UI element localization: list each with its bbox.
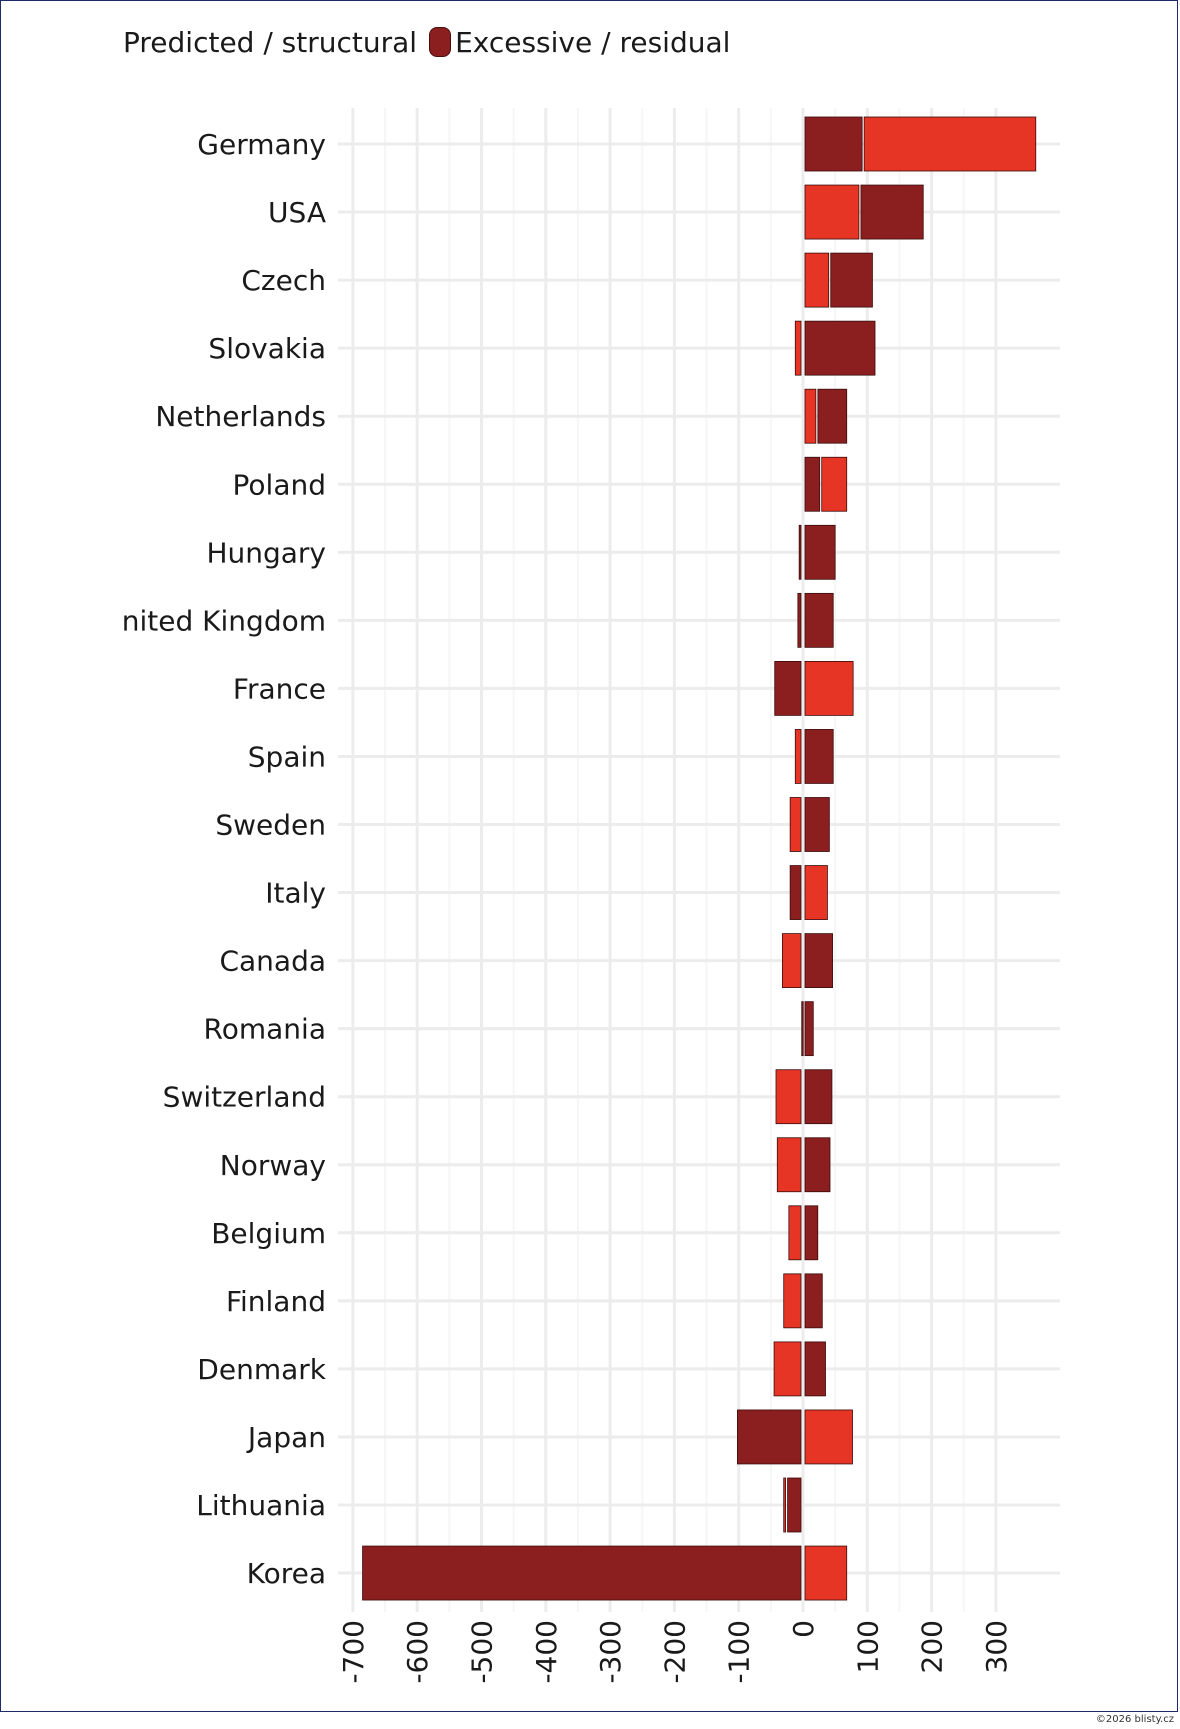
bar-segment bbox=[804, 1069, 833, 1125]
bar-segment bbox=[860, 184, 924, 240]
bar-segment bbox=[804, 388, 817, 444]
category-label: Germany bbox=[197, 128, 326, 161]
category-label: France bbox=[233, 672, 326, 705]
category-label: Sweden bbox=[215, 809, 326, 842]
bar-segment bbox=[804, 865, 828, 920]
bar-segment bbox=[783, 1477, 786, 1533]
category-label: Denmark bbox=[197, 1353, 326, 1386]
bar-segment bbox=[830, 252, 873, 308]
bar-segment bbox=[817, 388, 848, 444]
category-label: Belgium bbox=[211, 1217, 326, 1250]
category-label: Italy bbox=[265, 877, 326, 910]
category-label: Netherlands bbox=[155, 400, 326, 433]
category-label: Hungary bbox=[206, 536, 326, 569]
bar-segment bbox=[782, 933, 802, 988]
legend: Predicted / structural Excessive / resid… bbox=[123, 22, 730, 62]
x-tick-label: 200 bbox=[916, 1620, 949, 1673]
category-label: Japan bbox=[246, 1421, 326, 1454]
bar-segment bbox=[804, 933, 833, 988]
bar-segment bbox=[788, 1205, 802, 1261]
bar-segment bbox=[804, 320, 876, 376]
bar-segment bbox=[737, 1409, 802, 1465]
x-tick-label: 300 bbox=[980, 1620, 1013, 1673]
bar-segment bbox=[863, 116, 1037, 172]
x-tick-label: -200 bbox=[658, 1620, 691, 1684]
bar-segment bbox=[804, 592, 834, 648]
x-tick-label: -700 bbox=[337, 1620, 370, 1684]
bar-segment bbox=[804, 661, 854, 716]
category-label: Canada bbox=[219, 945, 326, 978]
bar-segment bbox=[804, 1409, 853, 1465]
bar-segment bbox=[783, 1273, 802, 1329]
bar-segment bbox=[789, 797, 802, 852]
credit-text: ©2026 blisty.cz bbox=[1095, 1714, 1174, 1725]
bar-segment bbox=[773, 1341, 802, 1397]
bar-segment bbox=[789, 865, 802, 920]
bar-segment bbox=[774, 661, 802, 716]
bar-segment bbox=[775, 1069, 802, 1125]
bar-segment bbox=[804, 1001, 814, 1057]
bar-segment bbox=[804, 1273, 823, 1329]
bar-segment bbox=[797, 592, 802, 648]
category-label: Finland bbox=[226, 1285, 326, 1318]
bar-segment bbox=[804, 184, 860, 240]
bar-segment bbox=[794, 729, 802, 784]
x-tick-label: -400 bbox=[530, 1620, 563, 1684]
legend-swatch-excessive bbox=[429, 27, 452, 57]
bar-segment bbox=[821, 456, 848, 512]
bar-segment bbox=[804, 456, 821, 512]
bar-segment bbox=[804, 1341, 826, 1397]
x-tick-label: 100 bbox=[851, 1620, 884, 1673]
x-tick-label: -100 bbox=[723, 1620, 756, 1684]
bar-segment bbox=[798, 524, 802, 580]
category-label: Switzerland bbox=[163, 1081, 326, 1114]
bar-segment bbox=[804, 1545, 848, 1601]
category-label: USA bbox=[268, 196, 326, 229]
bar-segment bbox=[804, 1137, 831, 1193]
x-tick-label: -300 bbox=[594, 1620, 627, 1684]
category-label: Slovakia bbox=[208, 332, 326, 365]
bar-segment bbox=[804, 116, 863, 172]
legend-label-excessive: Excessive / residual bbox=[455, 25, 731, 59]
category-label: Lithuania bbox=[196, 1489, 326, 1522]
x-tick-label: 0 bbox=[787, 1620, 820, 1638]
bar-segment bbox=[787, 1477, 802, 1533]
category-label: Spain bbox=[248, 740, 326, 773]
bar-segment bbox=[801, 1001, 804, 1057]
legend-label-predicted: Predicted / structural bbox=[123, 25, 418, 59]
x-tick-label: -500 bbox=[466, 1620, 499, 1684]
bar-segment bbox=[804, 524, 836, 580]
category-label: Romania bbox=[204, 1013, 326, 1046]
bar-segment bbox=[804, 1205, 819, 1261]
category-label: Poland bbox=[233, 468, 326, 501]
bar-segment bbox=[804, 797, 830, 852]
category-label: Norway bbox=[220, 1149, 326, 1182]
category-label: Korea bbox=[247, 1557, 326, 1590]
bar-segment bbox=[804, 252, 830, 308]
category-label: nited Kingdom bbox=[122, 604, 326, 637]
bar-segment bbox=[776, 1137, 802, 1193]
x-tick-label: -600 bbox=[401, 1620, 434, 1684]
bar-segment bbox=[804, 729, 834, 784]
bar-segment bbox=[362, 1545, 802, 1601]
category-label: Czech bbox=[241, 264, 326, 297]
bar-segment bbox=[794, 320, 802, 376]
